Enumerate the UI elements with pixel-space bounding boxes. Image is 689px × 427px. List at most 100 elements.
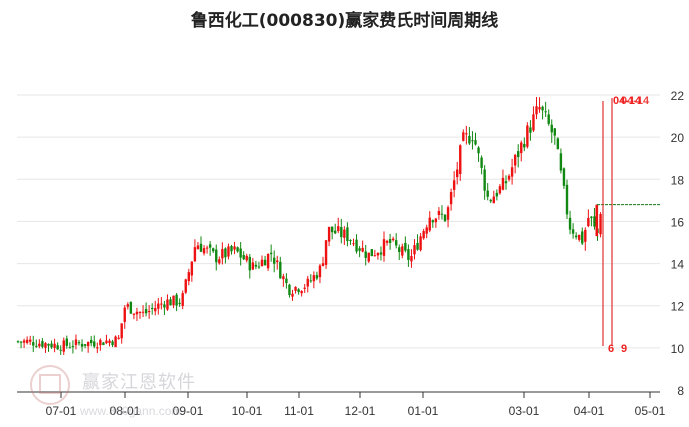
x-tick-label: 10-01 (232, 404, 263, 418)
candle-down (568, 217, 572, 230)
candle-down (495, 192, 499, 197)
candle-down (175, 294, 178, 306)
candle-down (236, 247, 239, 252)
candle-up (99, 339, 102, 346)
candle-up (205, 247, 209, 249)
candle-down (355, 239, 358, 252)
candle-up (327, 226, 331, 242)
candle-up (157, 303, 160, 309)
x-tick-label: 01-01 (408, 404, 439, 418)
candle-up (190, 261, 194, 276)
candle-up (382, 239, 386, 256)
candle-up (595, 204, 599, 237)
candle-up (513, 154, 517, 166)
candle-down (581, 231, 584, 244)
candle-down (169, 299, 172, 306)
candle-up (456, 169, 459, 178)
candle-down (269, 252, 273, 255)
candle-down (254, 264, 258, 267)
candle-up (44, 343, 47, 348)
candle-down (285, 278, 288, 284)
cycle-line-label: 6 (608, 343, 614, 355)
candle-up (462, 132, 465, 141)
candle-up (318, 265, 322, 278)
candle-down (102, 342, 105, 346)
candle-down (111, 341, 114, 346)
candle-up (367, 252, 370, 262)
candle-up (401, 246, 404, 256)
candle-up (86, 341, 90, 347)
candle-up (233, 246, 236, 250)
candle-down (529, 127, 532, 133)
candle-down (480, 157, 483, 168)
candle-up (193, 247, 197, 262)
candle-down (144, 308, 148, 314)
candle-down (224, 248, 227, 258)
candle-up (282, 276, 285, 280)
candle-down (16, 341, 20, 343)
candle-up (501, 177, 505, 190)
candle-up (294, 286, 297, 291)
watermark-brand: 赢家江恩软件 (82, 372, 196, 393)
candle-down (199, 243, 203, 252)
cycle-date-label-overlap: 04-14 (621, 95, 650, 107)
candle-down (83, 344, 87, 346)
candle-down (35, 345, 38, 347)
candle-down (346, 227, 349, 241)
candle-up (53, 343, 56, 348)
candle-up (373, 255, 377, 257)
candle-up (535, 106, 538, 115)
y-tick-label: 10 (671, 342, 685, 356)
candle-down (340, 227, 343, 238)
candle-up (25, 339, 29, 343)
candle-down (571, 229, 575, 234)
candle-down (59, 349, 62, 351)
candle-down (574, 235, 578, 238)
candle-down (129, 301, 133, 314)
candle-up (196, 245, 200, 250)
candle-up (96, 347, 99, 349)
candle-up (300, 290, 303, 294)
x-tick-label: 08-01 (110, 404, 141, 418)
candle-up (337, 226, 340, 232)
candle-down (215, 249, 218, 263)
candle-down (483, 169, 486, 191)
candle-up (532, 114, 535, 131)
candle-down (504, 181, 508, 184)
candle-up (324, 240, 328, 265)
candle-up (117, 337, 120, 339)
y-tick-label: 8 (677, 384, 684, 398)
candle-up (578, 234, 581, 240)
chart-title: 鲁西化工(000830)赢家费氏时间周期线 (190, 11, 499, 31)
candle-down (90, 339, 93, 344)
cycle-date-label: 04-14 (613, 95, 642, 107)
candle-down (370, 249, 373, 257)
candle-up (352, 243, 355, 245)
candle-down (590, 216, 593, 219)
candle-up (520, 142, 523, 154)
candle-up (141, 311, 145, 313)
candle-up (413, 245, 416, 255)
candle-up (154, 308, 157, 312)
x-tick-label: 04-01 (574, 404, 605, 418)
candle-up (202, 248, 206, 254)
candle-up (391, 238, 395, 241)
candle-up (29, 339, 32, 342)
candle-down (47, 343, 50, 346)
candle-up (492, 196, 495, 204)
candle-up (160, 303, 163, 305)
candle-down (315, 275, 319, 279)
candle-down (468, 135, 471, 144)
candle-up (385, 240, 389, 243)
candle-up (74, 339, 78, 346)
candle-down (517, 151, 520, 158)
candle-down (163, 304, 166, 308)
candle-up (181, 293, 184, 307)
candle-down (56, 345, 59, 350)
candle-up (120, 323, 123, 339)
candle-down (297, 289, 300, 293)
candle-up (132, 313, 136, 315)
candle-up (260, 259, 264, 266)
candle-down (349, 240, 352, 242)
